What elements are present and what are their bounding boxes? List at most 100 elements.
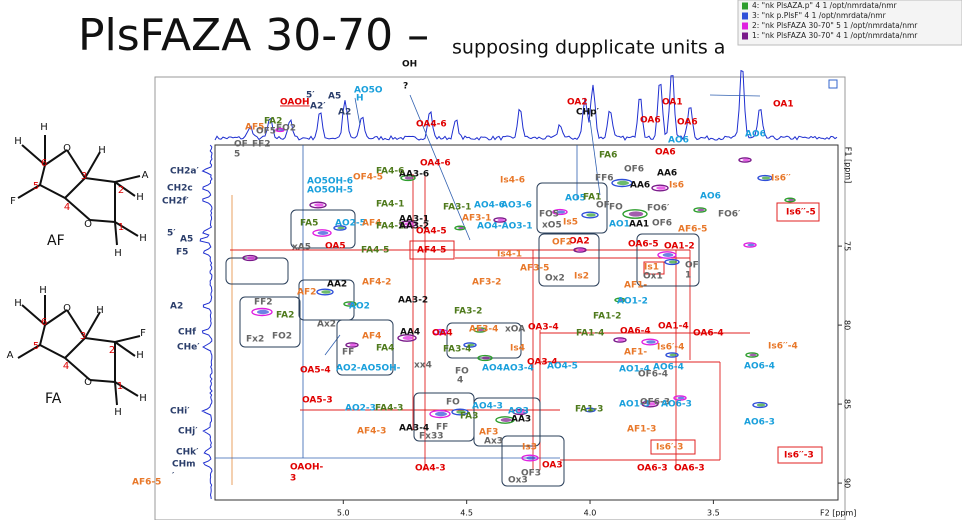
peak-label: AO6-3 (661, 400, 692, 410)
peak-label: AO6 (745, 130, 766, 140)
atom-label: H (96, 305, 104, 316)
peak-label: CH2f′ (162, 197, 189, 207)
cross-peak (242, 254, 258, 262)
assignment-line (324, 334, 341, 356)
assignment-line (354, 97, 361, 126)
atom-label: 5 (33, 341, 39, 352)
peak-label: FA4-6 (376, 167, 404, 177)
bond (89, 379, 116, 383)
peak-label: AA3 (511, 415, 531, 425)
peak-label: AA2 (327, 280, 347, 290)
atom-label: H (39, 285, 47, 296)
window-button[interactable] (828, 79, 838, 89)
atom-label: F (140, 328, 146, 339)
cross-peak (399, 220, 417, 228)
peak-label: OA6-5 (628, 240, 659, 250)
peak-label: AA3-2 (398, 296, 428, 306)
peak-label: Is6′′ (771, 174, 791, 184)
peak-label: FA5 (300, 219, 318, 229)
cross-peak (275, 127, 285, 133)
peak-label: OF (596, 201, 610, 211)
cross-peak (788, 198, 794, 202)
peak-label: AO5OH-5 (307, 186, 353, 196)
peak-label: AF4-2 (362, 278, 391, 288)
bond (84, 311, 101, 339)
highlight-box (409, 240, 455, 260)
legend-swatch (742, 2, 748, 10)
peak-label: OA1-2 (664, 242, 695, 252)
cross-peak (665, 352, 679, 358)
bond (21, 304, 46, 326)
cross-peak (749, 353, 757, 357)
peak-label: AO4-3 (472, 402, 503, 412)
bond (39, 184, 66, 199)
cross-peak (646, 402, 656, 406)
group-box (473, 397, 541, 447)
bond (114, 181, 136, 197)
peak-label: 5 (234, 150, 240, 160)
bond (44, 149, 68, 166)
cross-peak (497, 218, 505, 222)
peak-label: Fx33 (419, 432, 443, 442)
legend-swatch (742, 32, 748, 40)
peak-label: AA6 (630, 181, 650, 191)
peak-label: FF6 (595, 174, 614, 184)
atom-label: H (40, 122, 48, 133)
cross-peak (432, 328, 448, 336)
peak-label: AO6-4 (653, 363, 684, 373)
peak-label: CHm (172, 460, 196, 470)
structure-name: AF (47, 233, 65, 249)
atom-label: 2 (109, 345, 115, 356)
peak-label: Ax2 (317, 320, 336, 330)
atom-label: 2 (118, 185, 124, 196)
cross-peak (512, 408, 528, 416)
cross-peak (312, 229, 332, 237)
atom-label: H (114, 248, 122, 259)
peak-label: FA1-4 (576, 329, 604, 339)
atom-label: 6 (41, 317, 47, 328)
peak-label: AF1- (624, 348, 647, 358)
atom-label: O (84, 219, 92, 230)
peak-label: AA4 (400, 328, 420, 338)
peak-label: FA1-2 (593, 312, 621, 322)
peak-label: Is5 (563, 218, 578, 228)
peak-label: OA4 (432, 329, 453, 339)
peak-label: OA5 (325, 242, 346, 252)
peak-label: Is2 (574, 272, 589, 282)
peak-label: FA3-1 (443, 203, 471, 213)
peak-label: Is1 (644, 263, 659, 273)
group-box (225, 257, 289, 285)
peak-label: CH2c (167, 184, 193, 194)
cross-peak (641, 338, 659, 346)
atom-label: O (63, 303, 71, 314)
cross-peak (435, 411, 447, 417)
bond (114, 175, 141, 183)
bond (44, 309, 68, 326)
cross-peak (677, 396, 685, 400)
peak-label: AO5 (565, 194, 586, 204)
peak-label: OA1 (662, 98, 683, 108)
peak-label: Ox1 (643, 272, 663, 282)
group-box (501, 435, 565, 487)
group-box (538, 233, 600, 287)
peak-label: ? (403, 82, 408, 92)
cross-peak (552, 208, 568, 216)
y-tick-label: 75 (843, 241, 852, 251)
group-box (239, 296, 301, 348)
peak-label: A5 (328, 92, 341, 102)
y-tick-label: 80 (843, 320, 852, 330)
bond (84, 337, 116, 343)
peak-label: ′ (172, 472, 175, 482)
cross-peak (662, 253, 674, 257)
peak-label: AF3-1 (462, 214, 491, 224)
peak-label: OA2 (569, 237, 590, 247)
cross-peak (617, 338, 625, 342)
cross-peak (668, 260, 678, 264)
cross-peak (397, 334, 417, 342)
bond (39, 344, 66, 359)
peak-label: FA1 (583, 193, 601, 203)
peak-label: FA2 (276, 311, 294, 321)
x-axis-label: F2 [ppm] (820, 509, 856, 518)
peak-label: FO2 (276, 124, 296, 134)
peak-label: OA4-5 (416, 227, 447, 237)
